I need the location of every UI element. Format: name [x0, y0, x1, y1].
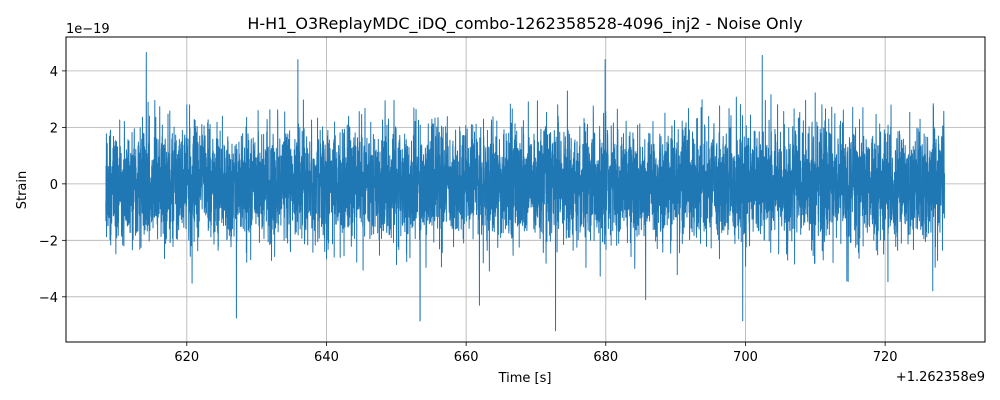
y-axis-label: Strain	[15, 171, 30, 210]
y-tick-label: −4	[39, 291, 58, 306]
y-tick-label: 0	[50, 178, 58, 193]
x-tick-label: 620	[174, 350, 199, 365]
x-tick-label: 700	[733, 350, 758, 365]
x-axis-label: Time [s]	[498, 371, 552, 386]
x-tick-label: 680	[593, 350, 618, 365]
series-layer	[105, 52, 945, 332]
y-scale-label: 1e−19	[66, 22, 110, 37]
x-tick-label: 720	[873, 350, 898, 365]
y-tick-label: 4	[50, 65, 58, 80]
y-tick-label: 2	[50, 121, 58, 136]
x-tick-label: 660	[454, 350, 479, 365]
chart-title: H-H1_O3ReplayMDC_iDQ_combo-1262358528-40…	[247, 14, 802, 34]
axis-ticks: 620 640 660 680 700 720 −4 −2 0 2 4	[39, 65, 898, 365]
strain-series-line	[105, 52, 945, 332]
plot-frame	[65, 36, 986, 343]
y-tick-label: −2	[39, 234, 58, 249]
x-offset-label: +1.262358e9	[896, 370, 985, 385]
x-tick-label: 640	[314, 350, 339, 365]
